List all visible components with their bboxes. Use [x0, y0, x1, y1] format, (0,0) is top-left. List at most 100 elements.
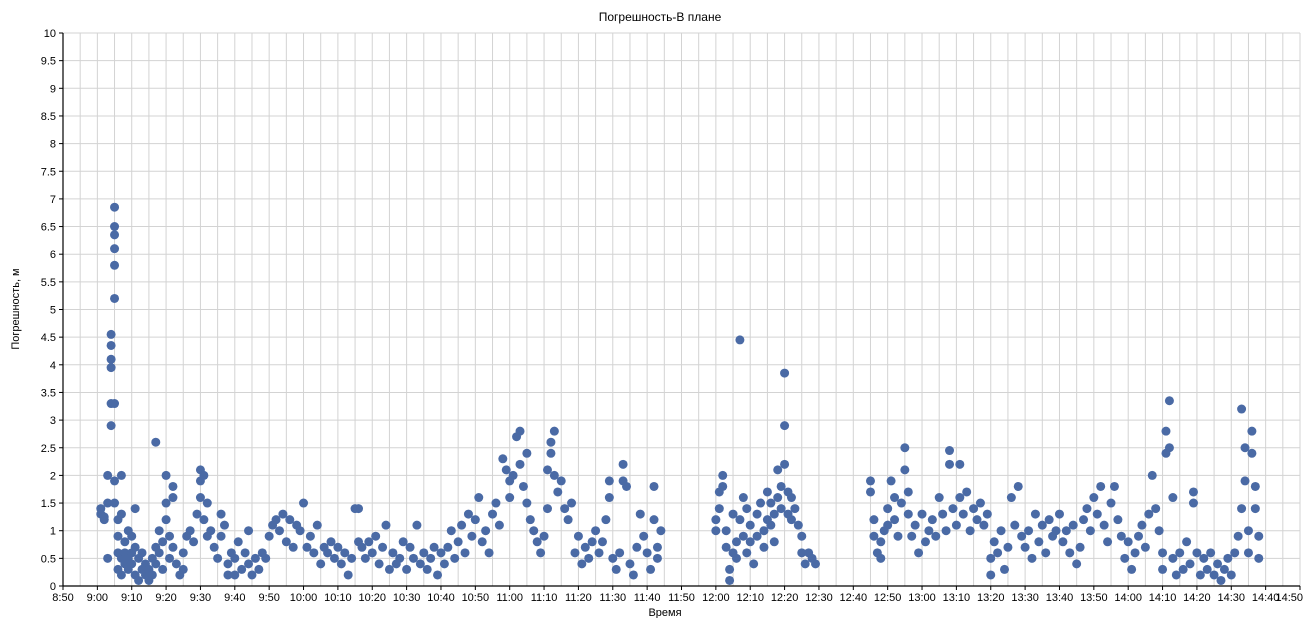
data-point	[168, 542, 178, 552]
data-point	[460, 548, 470, 558]
data-point	[615, 548, 625, 558]
data-point	[951, 520, 961, 530]
data-point	[1137, 520, 1147, 530]
data-point	[1006, 493, 1016, 503]
data-point	[622, 481, 632, 491]
y-tick-label: 5	[50, 305, 56, 317]
data-point	[522, 498, 532, 508]
data-point	[419, 548, 429, 558]
y-tick-label: 0.5	[41, 553, 56, 565]
y-tick-label: 1	[50, 526, 56, 538]
data-point	[110, 230, 120, 240]
data-point	[264, 531, 274, 541]
data-point	[103, 553, 113, 563]
data-point	[786, 493, 796, 503]
data-point	[453, 537, 463, 547]
y-tick-label: 5.5	[41, 277, 56, 289]
data-point	[374, 559, 384, 569]
data-point	[1237, 504, 1247, 514]
data-point	[773, 493, 783, 503]
x-tick-label: 10:20	[358, 592, 386, 604]
data-point	[158, 537, 168, 547]
data-point	[594, 548, 604, 558]
data-point	[728, 509, 738, 519]
data-point	[165, 553, 175, 563]
data-point	[285, 515, 295, 525]
x-tick-label: 9:40	[224, 592, 245, 604]
data-point	[161, 498, 171, 508]
data-point	[972, 515, 982, 525]
data-point	[1254, 553, 1264, 563]
data-point	[213, 553, 223, 563]
data-point	[536, 548, 546, 558]
data-point	[611, 564, 621, 574]
data-point	[1250, 481, 1260, 491]
data-point	[1120, 553, 1130, 563]
data-point	[546, 448, 556, 458]
data-point	[742, 504, 752, 514]
data-point	[195, 493, 205, 503]
data-point	[759, 526, 769, 536]
data-point	[1202, 564, 1212, 574]
data-point	[955, 493, 965, 503]
data-point	[1027, 553, 1037, 563]
data-point	[869, 515, 879, 525]
x-tick-label: 11:00	[496, 592, 523, 604]
data-point	[1134, 531, 1144, 541]
data-point	[618, 459, 628, 469]
data-point	[1164, 443, 1174, 453]
data-point	[354, 504, 364, 514]
data-point	[955, 459, 965, 469]
x-tick-label: 13:10	[943, 592, 971, 604]
data-point	[244, 526, 254, 536]
data-point	[752, 509, 762, 519]
data-point	[223, 570, 233, 580]
data-point	[1237, 404, 1247, 414]
data-point	[1182, 537, 1192, 547]
data-point	[302, 542, 312, 552]
x-tick-label: 11:40	[634, 592, 661, 604]
data-point	[604, 493, 614, 503]
data-point	[1123, 537, 1133, 547]
data-point	[546, 437, 556, 447]
data-point	[580, 542, 590, 552]
data-point	[999, 564, 1009, 574]
data-point	[209, 542, 219, 552]
data-point	[920, 537, 930, 547]
data-point	[649, 515, 659, 525]
data-point	[340, 548, 350, 558]
data-point	[549, 470, 559, 480]
data-point	[539, 531, 549, 541]
y-tick-label: 1.5	[41, 498, 56, 510]
x-tick-label: 12:20	[771, 592, 799, 604]
data-point	[549, 426, 559, 436]
x-tick-label: 12:10	[736, 592, 764, 604]
y-tick-label: 4.5	[41, 332, 56, 344]
data-point	[426, 553, 436, 563]
data-point	[216, 509, 226, 519]
x-tick-label: 12:30	[805, 592, 833, 604]
data-point	[1017, 531, 1027, 541]
data-point	[903, 509, 913, 519]
data-point	[1223, 553, 1233, 563]
data-point	[1233, 531, 1243, 541]
data-point	[398, 537, 408, 547]
data-point	[1044, 515, 1054, 525]
data-point	[1041, 548, 1051, 558]
data-point	[1240, 476, 1250, 486]
data-point	[553, 487, 563, 497]
data-point	[127, 531, 137, 541]
data-point	[378, 542, 388, 552]
data-point	[467, 531, 477, 541]
data-point	[316, 559, 326, 569]
data-point	[1154, 526, 1164, 536]
data-point	[498, 454, 508, 464]
data-point	[470, 515, 480, 525]
data-point	[993, 548, 1003, 558]
data-point	[900, 465, 910, 475]
data-point	[542, 504, 552, 514]
data-point	[1061, 526, 1071, 536]
data-point	[429, 542, 439, 552]
x-tick-label: 10:30	[393, 592, 421, 604]
